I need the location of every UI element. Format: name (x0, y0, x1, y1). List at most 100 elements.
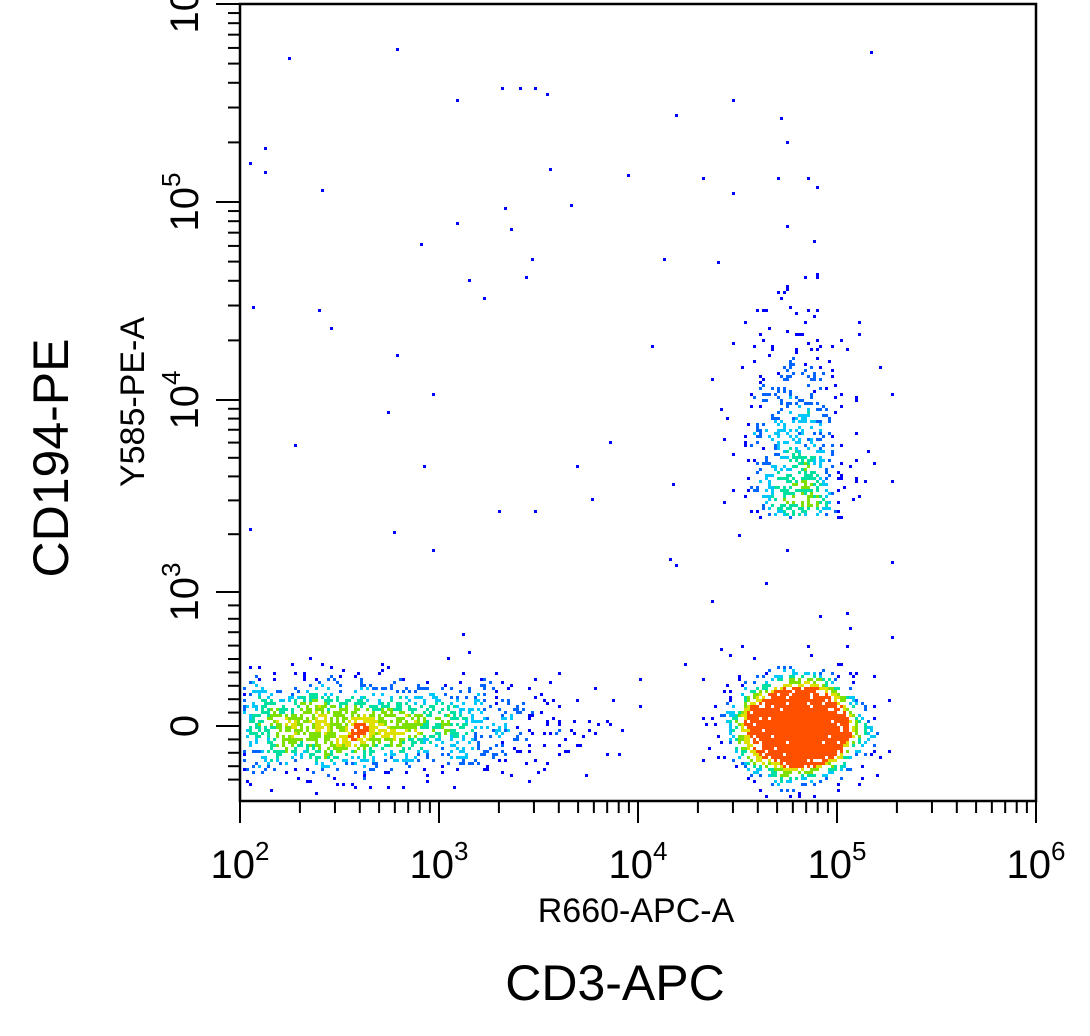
data-point (345, 717, 348, 720)
data-point (777, 666, 780, 669)
data-point (357, 747, 360, 750)
x-outer-axis-label: CD3-APC (505, 955, 724, 1011)
data-point (819, 696, 822, 699)
data-point (402, 732, 405, 735)
data-point (393, 732, 396, 735)
data-point (309, 708, 312, 711)
data-point (411, 711, 414, 714)
data-point (789, 750, 792, 753)
data-point (828, 459, 831, 462)
data-point (789, 675, 792, 678)
data-point (267, 741, 270, 744)
data-point (777, 423, 780, 426)
data-point (357, 738, 360, 741)
data-point (483, 753, 486, 756)
data-point (819, 723, 822, 726)
data-point (864, 705, 867, 708)
data-point (768, 774, 771, 777)
data-point (462, 702, 465, 705)
data-point (741, 645, 744, 648)
data-point (375, 738, 378, 741)
data-point (828, 360, 831, 363)
data-point (780, 789, 783, 792)
data-point (369, 753, 372, 756)
data-point (849, 465, 852, 468)
data-point (786, 549, 789, 552)
data-point (792, 723, 795, 726)
data-point (807, 729, 810, 732)
data-point (756, 693, 759, 696)
data-point (786, 474, 789, 477)
data-point (831, 711, 834, 714)
data-point (753, 765, 756, 768)
data-point (282, 708, 285, 711)
data-point (819, 708, 822, 711)
data-point (783, 429, 786, 432)
data-point (399, 711, 402, 714)
data-point (828, 723, 831, 726)
data-point (783, 498, 786, 501)
data-point (786, 513, 789, 516)
data-point (813, 444, 816, 447)
data-point (795, 465, 798, 468)
data-point (294, 741, 297, 744)
data-point (792, 675, 795, 678)
data-point (816, 708, 819, 711)
data-point (792, 438, 795, 441)
data-point (822, 483, 825, 486)
data-point (840, 777, 843, 780)
y-tick-label: 104 (156, 371, 207, 430)
data-point (447, 729, 450, 732)
data-point (774, 417, 777, 420)
data-point (747, 696, 750, 699)
data-point (804, 456, 807, 459)
data-point (744, 435, 747, 438)
data-point (780, 750, 783, 753)
data-point (795, 705, 798, 708)
data-point (498, 510, 501, 513)
data-point (315, 750, 318, 753)
data-point (840, 738, 843, 741)
data-point (855, 399, 858, 402)
data-point (510, 714, 513, 717)
data-point (762, 714, 765, 717)
data-point (804, 759, 807, 762)
data-point (378, 723, 381, 726)
data-point (837, 744, 840, 747)
data-point (279, 726, 282, 729)
data-point (366, 729, 369, 732)
data-point (804, 681, 807, 684)
data-point (843, 756, 846, 759)
data-point (801, 774, 804, 777)
data-point (753, 396, 756, 399)
data-point (594, 687, 597, 690)
data-point (504, 723, 507, 726)
data-point (810, 687, 813, 690)
data-point (441, 720, 444, 723)
data-point (384, 738, 387, 741)
data-point (264, 705, 267, 708)
data-point (729, 654, 732, 657)
data-point (501, 699, 504, 702)
data-point (771, 738, 774, 741)
data-point (729, 699, 732, 702)
data-point (804, 693, 807, 696)
data-point (801, 723, 804, 726)
data-point (777, 486, 780, 489)
data-point (525, 738, 528, 741)
data-point (831, 450, 834, 453)
data-point (870, 753, 873, 756)
data-point (798, 405, 801, 408)
data-point (792, 687, 795, 690)
data-point (453, 729, 456, 732)
data-point (837, 516, 840, 519)
data-point (744, 444, 747, 447)
data-point (435, 732, 438, 735)
data-point (771, 750, 774, 753)
data-point (246, 780, 249, 783)
data-point (777, 411, 780, 414)
data-point (438, 726, 441, 729)
data-point (270, 714, 273, 717)
data-point (810, 378, 813, 381)
data-point (273, 702, 276, 705)
